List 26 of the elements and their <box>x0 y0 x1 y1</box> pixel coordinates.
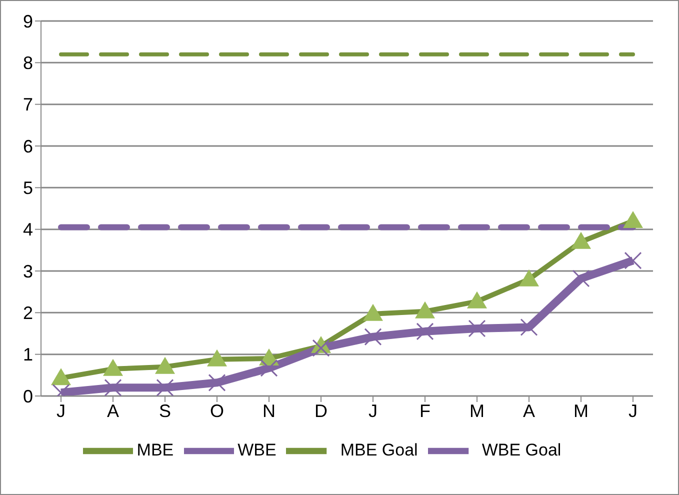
y-tick-label: 6 <box>22 136 33 156</box>
legend-label: MBE <box>136 440 174 460</box>
y-tick-label: 9 <box>22 11 33 32</box>
x-tick-label: J <box>628 400 638 421</box>
y-tick-label: 3 <box>22 261 33 282</box>
x-tick-label: D <box>314 400 328 421</box>
x-tick-label: S <box>158 400 172 421</box>
x-tick-label: M <box>470 400 484 421</box>
x-tick-label: J <box>56 400 66 421</box>
y-tick-label: 2 <box>22 303 33 324</box>
legend-label: WBE Goal <box>482 440 562 460</box>
y-tick-label: 1 <box>22 344 33 365</box>
y-tick-label: 7 <box>22 94 33 115</box>
x-tick-label: A <box>522 400 536 421</box>
x-tick-label: O <box>210 400 224 421</box>
y-tick-label: 0 <box>22 386 33 406</box>
y-tick-label: 4 <box>22 220 33 240</box>
x-tick-label: M <box>574 400 588 421</box>
x-tick-label: N <box>262 400 276 421</box>
legend-label: MBE Goal <box>340 440 418 460</box>
x-tick-label: A <box>106 400 120 421</box>
y-tick-label: 8 <box>22 53 33 74</box>
x-tick-label: F <box>420 400 430 421</box>
legend-label: WBE <box>238 440 276 460</box>
y-tick-label: 5 <box>22 178 33 198</box>
x-tick-label: J <box>368 400 378 421</box>
